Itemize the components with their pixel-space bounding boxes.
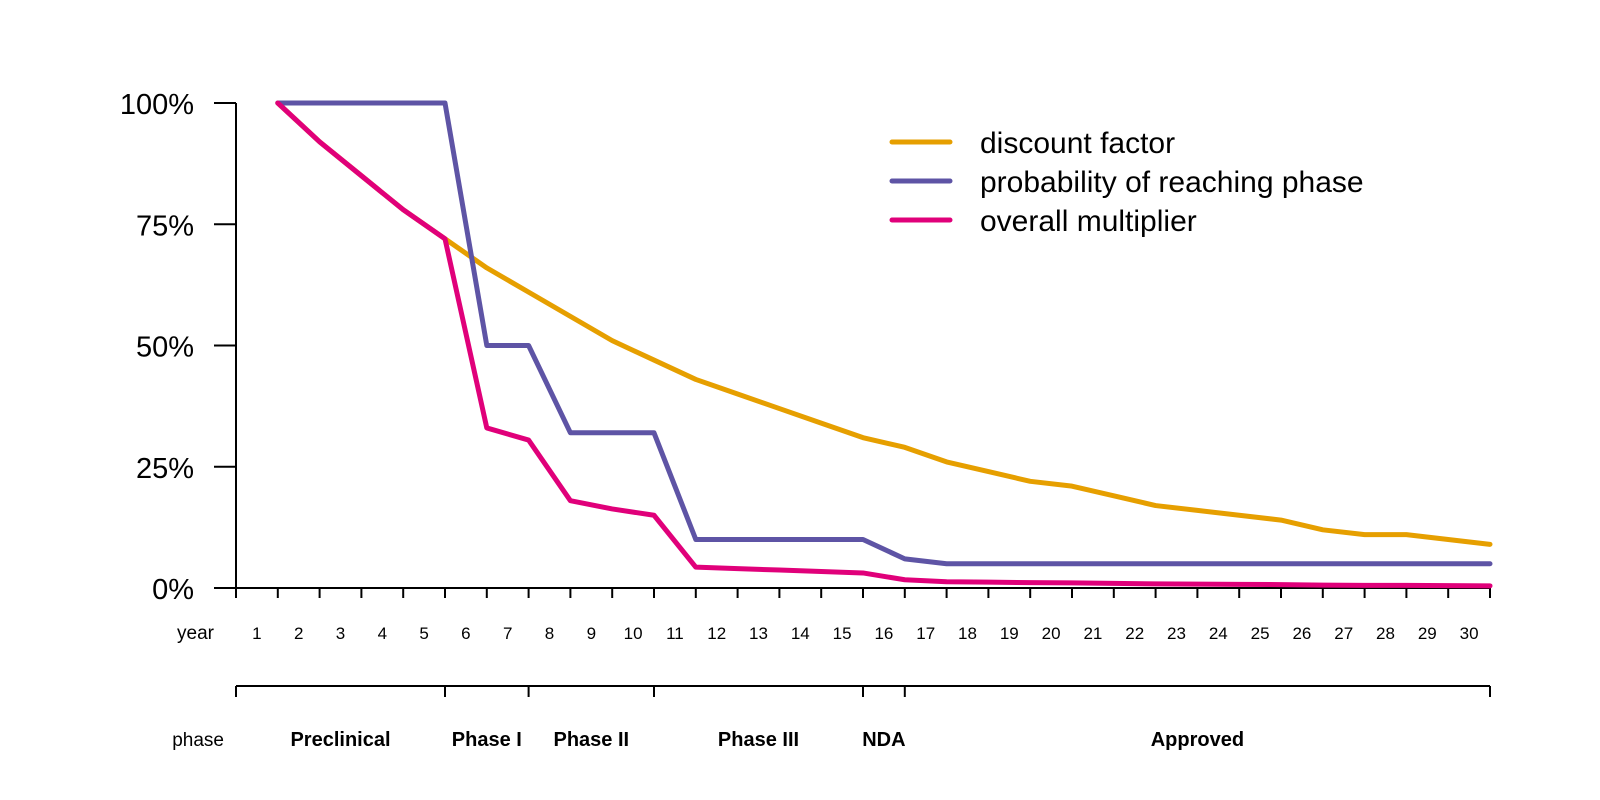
y-tick-label: 25% <box>136 453 194 485</box>
year-tick-label: 22 <box>1125 624 1144 643</box>
year-tick-label: 10 <box>624 624 643 643</box>
y-tick-label: 100% <box>120 89 194 121</box>
y-ticks: 0% 25% 50% 75% 100% <box>120 89 236 606</box>
year-tick-label: 16 <box>874 624 893 643</box>
year-tick-label: 7 <box>503 624 512 643</box>
series-line-probability-of-reaching-phase <box>275 100 1493 567</box>
year-tick-label: 9 <box>587 624 596 643</box>
year-tick-label: 18 <box>958 624 977 643</box>
legend-label: probability of reaching phase <box>980 166 1364 199</box>
year-tick-label: 25 <box>1251 624 1270 643</box>
year-tick-label: 8 <box>545 624 554 643</box>
year-tick-label: 26 <box>1292 624 1311 643</box>
phase-labels: Preclinical Phase I Phase II Phase III NDA Ap… <box>290 729 1244 751</box>
year-tick-label: 14 <box>791 624 810 643</box>
year-tick-label: 19 <box>1000 624 1019 643</box>
series-line-discount-factor <box>275 100 1493 547</box>
year-tick-label: 2 <box>294 624 303 643</box>
year-tick-label: 28 <box>1376 624 1395 643</box>
phase-label: Phase I <box>452 729 522 751</box>
phase-label: Phase III <box>718 729 799 751</box>
series-line-overall-multiplier <box>275 100 1493 589</box>
year-axis-label: year <box>177 623 215 644</box>
phase-label: Preclinical <box>290 729 390 751</box>
legend-label: overall multiplier <box>980 205 1197 238</box>
legend-label: discount factor <box>980 127 1175 160</box>
y-tick-label: 50% <box>136 332 194 364</box>
year-tick-labels: 1 2 3 4 5 6 7 8 9 10 11 12 13 14 15 16 17 18 19 20 21 22 23 24 2… <box>252 624 1478 643</box>
year-tick-label: 4 <box>378 624 387 643</box>
year-tick-label: 20 <box>1042 624 1061 643</box>
year-tick-label: 5 <box>419 624 428 643</box>
year-tick-label: 27 <box>1334 624 1353 643</box>
year-ticks <box>235 588 1491 598</box>
phase-label: NDA <box>862 729 905 751</box>
year-tick-label: 15 <box>833 624 852 643</box>
year-tick-label: 13 <box>749 624 768 643</box>
year-tick-label: 6 <box>461 624 470 643</box>
y-tick-label: 0% <box>152 574 194 606</box>
year-tick-label: 23 <box>1167 624 1186 643</box>
phase-label: Phase II <box>553 729 629 751</box>
year-tick-label: 24 <box>1209 624 1228 643</box>
y-tick-label: 75% <box>136 210 194 242</box>
year-tick-label: 29 <box>1418 624 1437 643</box>
year-tick-label: 1 <box>252 624 261 643</box>
year-tick-label: 30 <box>1460 624 1479 643</box>
series-lines <box>275 100 1493 589</box>
phase-ticks <box>235 686 1491 697</box>
year-tick-label: 11 <box>666 624 684 643</box>
phase-axis-label: phase <box>172 730 224 751</box>
year-tick-label: 17 <box>916 624 935 643</box>
year-tick-label: 12 <box>707 624 726 643</box>
legend: discount factor probability of reaching p… <box>889 127 1364 238</box>
year-tick-label: 3 <box>336 624 345 643</box>
year-tick-label: 21 <box>1083 624 1102 643</box>
phase-label: Approved <box>1151 729 1244 751</box>
